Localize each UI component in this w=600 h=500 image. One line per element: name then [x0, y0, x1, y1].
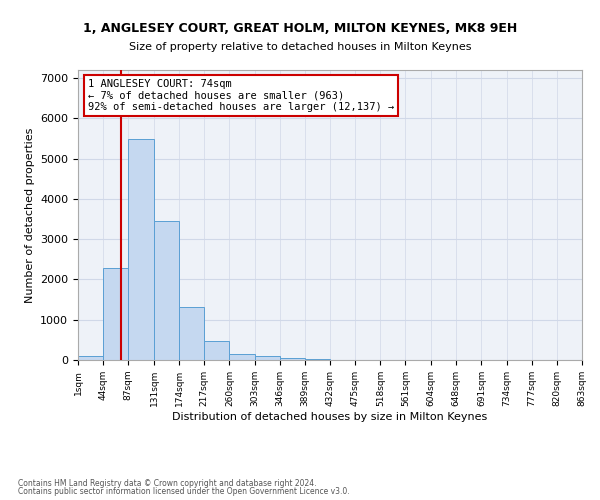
Bar	[229, 354, 254, 360]
Bar	[103, 268, 128, 360]
Bar	[179, 307, 204, 360]
Text: Size of property relative to detached houses in Milton Keynes: Size of property relative to detached ho…	[129, 42, 471, 52]
Text: 1 ANGLESEY COURT: 74sqm
← 7% of detached houses are smaller (963)
92% of semi-de: 1 ANGLESEY COURT: 74sqm ← 7% of detached…	[88, 78, 394, 112]
Bar	[154, 221, 179, 360]
X-axis label: Distribution of detached houses by size in Milton Keynes: Distribution of detached houses by size …	[172, 412, 488, 422]
Y-axis label: Number of detached properties: Number of detached properties	[25, 128, 35, 302]
Bar	[305, 359, 330, 360]
Text: 1, ANGLESEY COURT, GREAT HOLM, MILTON KEYNES, MK8 9EH: 1, ANGLESEY COURT, GREAT HOLM, MILTON KE…	[83, 22, 517, 36]
Bar	[128, 140, 154, 360]
Text: Contains HM Land Registry data © Crown copyright and database right 2024.: Contains HM Land Registry data © Crown c…	[18, 478, 317, 488]
Bar	[254, 356, 280, 360]
Bar	[78, 356, 103, 360]
Text: Contains public sector information licensed under the Open Government Licence v3: Contains public sector information licen…	[18, 487, 350, 496]
Bar	[204, 340, 229, 360]
Bar	[280, 358, 305, 360]
